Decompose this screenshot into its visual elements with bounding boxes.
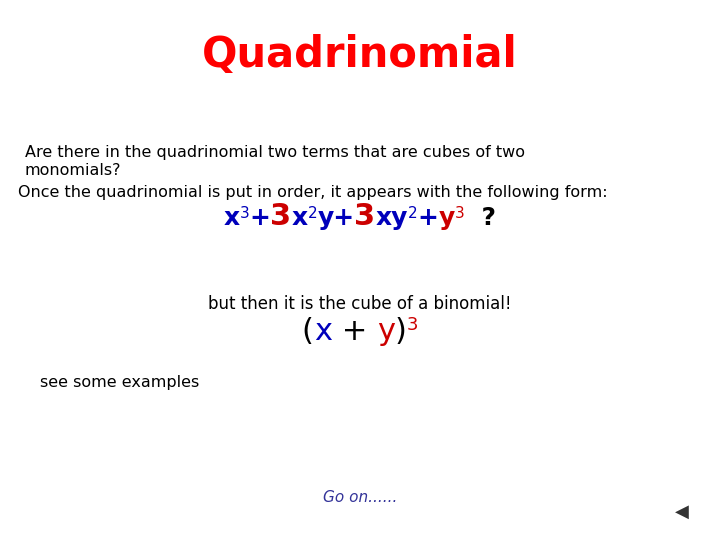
- Text: 3: 3: [354, 202, 376, 231]
- Text: x: x: [292, 206, 307, 230]
- Text: Once the quadrinomial is put in order, it appears with the following form:: Once the quadrinomial is put in order, i…: [18, 185, 608, 200]
- Text: y+: y+: [318, 206, 354, 230]
- Text: y: y: [438, 206, 454, 230]
- Text: x: x: [224, 206, 240, 230]
- Text: 3: 3: [454, 206, 464, 221]
- Text: Are there in the quadrinomial two terms that are cubes of two: Are there in the quadrinomial two terms …: [25, 145, 525, 160]
- Text: (: (: [302, 317, 314, 346]
- Text: 2: 2: [307, 206, 318, 221]
- Text: Quadrinomial: Quadrinomial: [202, 34, 518, 76]
- Text: ): ): [395, 317, 407, 346]
- Text: x: x: [314, 317, 332, 346]
- Text: monomials?: monomials?: [25, 163, 122, 178]
- Text: +: +: [332, 317, 377, 346]
- Text: +: +: [250, 206, 271, 230]
- Text: 3: 3: [407, 316, 418, 334]
- Text: 2: 2: [408, 206, 418, 221]
- Text: ◀: ◀: [675, 503, 689, 521]
- Text: y: y: [377, 317, 395, 346]
- Text: Go on......: Go on......: [323, 490, 397, 505]
- Text: see some examples: see some examples: [40, 375, 199, 390]
- Text: xy: xy: [376, 206, 408, 230]
- Text: 3: 3: [240, 206, 250, 221]
- FancyBboxPatch shape: [660, 496, 705, 528]
- Text: but then it is the cube of a binomial!: but then it is the cube of a binomial!: [208, 295, 512, 313]
- Text: +: +: [418, 206, 438, 230]
- Text: ?: ?: [464, 206, 496, 230]
- Text: 3: 3: [271, 202, 292, 231]
